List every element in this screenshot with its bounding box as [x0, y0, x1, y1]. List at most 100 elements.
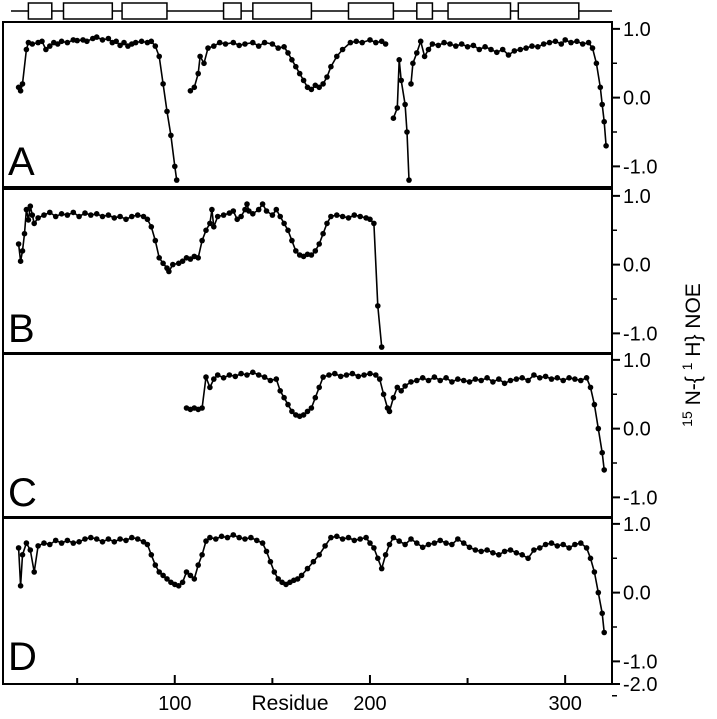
- secondary-structure-bar: [11, 2, 612, 20]
- noe-point: [111, 539, 118, 545]
- noe-point: [339, 536, 346, 542]
- noe-point: [455, 376, 461, 382]
- noe-point: [88, 534, 94, 541]
- noe-point: [47, 209, 53, 216]
- noe-point: [484, 375, 490, 381]
- noe-point: [597, 84, 604, 91]
- noe-point: [363, 534, 369, 541]
- noe-point: [496, 376, 502, 382]
- noe-point: [253, 537, 260, 544]
- secondary-structure-box-4: [222, 2, 242, 20]
- secondary-structure-box-7: [416, 2, 434, 20]
- noe-point: [205, 45, 211, 51]
- noe-point: [47, 43, 53, 49]
- noe-point: [334, 212, 340, 218]
- noe-point: [566, 375, 572, 381]
- y-axis-title-part-h: H} NOE: [682, 283, 705, 357]
- noe-point: [443, 540, 449, 546]
- noe-point: [351, 537, 358, 544]
- noe-point: [285, 227, 291, 234]
- noe-point: [339, 46, 346, 53]
- noe-point: [117, 536, 123, 542]
- y-tick-label: 1.0: [623, 186, 651, 208]
- y-tick-label: 0.0: [623, 583, 651, 605]
- noe-point: [357, 536, 364, 542]
- x-axis: 100 200 300 Residue: [76, 675, 582, 715]
- noe-point: [211, 376, 217, 382]
- noe-point: [587, 555, 594, 562]
- noe-point: [435, 42, 442, 49]
- noe-point: [132, 39, 139, 46]
- noe-point: [207, 220, 213, 227]
- noe-point: [82, 536, 88, 542]
- noe-point: [511, 48, 518, 54]
- noe-point: [414, 50, 420, 56]
- noe-point: [328, 63, 334, 70]
- noe-point: [554, 375, 561, 381]
- noe-point: [320, 374, 326, 380]
- noe-point: [458, 41, 465, 47]
- y-tick-label: -1.0: [623, 487, 657, 509]
- noe-point: [308, 86, 315, 93]
- noe-point: [52, 537, 59, 544]
- panel-label-d: D: [8, 635, 37, 679]
- noe-point: [472, 376, 479, 382]
- noe-point: [562, 37, 568, 43]
- noe-point: [398, 388, 405, 394]
- noe-point: [64, 39, 71, 46]
- noe-point: [117, 42, 123, 49]
- noe-point: [531, 372, 537, 378]
- noe-point: [15, 241, 22, 247]
- noe-point: [179, 258, 186, 265]
- noe-point: [129, 534, 135, 541]
- noe-point: [386, 408, 393, 415]
- noe-point: [23, 46, 30, 53]
- noe-point: [425, 46, 432, 53]
- noe-point: [99, 539, 106, 545]
- noe-point: [542, 373, 549, 380]
- noe-point: [355, 373, 362, 380]
- noe-point: [332, 370, 338, 377]
- noe-point: [41, 540, 47, 546]
- noe-point: [187, 572, 194, 579]
- noe-point: [603, 143, 609, 149]
- noe-point: [345, 215, 352, 221]
- noe-point: [501, 548, 508, 555]
- noe-point: [519, 552, 525, 558]
- noe-point: [402, 101, 408, 108]
- noe-point: [76, 213, 82, 220]
- noe-point: [248, 534, 254, 541]
- noe-point: [211, 224, 217, 230]
- noe-point: [199, 405, 205, 411]
- noe-point: [574, 38, 580, 45]
- noe-point: [195, 70, 201, 77]
- noe-point: [351, 212, 358, 218]
- noe-point: [58, 38, 65, 45]
- noe-point: [164, 108, 170, 115]
- noe-point: [281, 394, 287, 401]
- noe-point: [172, 163, 178, 170]
- noe-point: [382, 41, 389, 47]
- noe-point: [455, 536, 461, 542]
- noe-point: [35, 215, 41, 221]
- noe-point: [396, 57, 403, 63]
- noe-point: [529, 43, 535, 49]
- noe-point: [17, 258, 24, 265]
- noe-point: [466, 379, 473, 385]
- noe-point: [275, 45, 282, 51]
- y-tick-label: -1.0: [623, 651, 657, 673]
- y-axis-title-superscript-15: 15: [679, 411, 695, 427]
- noe-point: [232, 373, 239, 380]
- noe-point: [595, 425, 602, 432]
- noe-point: [134, 536, 141, 542]
- noe-point: [123, 216, 129, 223]
- x-tick-label: 100: [158, 693, 191, 715]
- noe-point: [414, 377, 420, 384]
- noe-point: [148, 552, 155, 558]
- noe-point: [220, 375, 227, 381]
- noe-point: [505, 52, 512, 58]
- noe-point: [499, 46, 506, 53]
- noe-point: [214, 372, 221, 378]
- noe-point: [294, 576, 301, 582]
